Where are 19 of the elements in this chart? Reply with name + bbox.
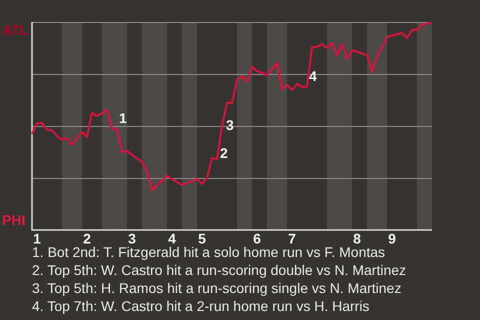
x-tick-label: 5	[198, 230, 206, 246]
text: PHI	[2, 212, 26, 228]
x-tick-label: 9	[388, 230, 396, 246]
x-tick-label: 1	[33, 230, 42, 246]
annotation: 3	[226, 117, 234, 133]
text: 2. Top 5th: W. Castro hit a run-scoring double vs N. Martinez	[32, 261, 406, 279]
x-tick-label: 6	[253, 230, 262, 246]
text: ATL	[2, 22, 28, 38]
text: 1. Bot 2nd: T. Fitzgerald hit a solo home run vs F. Montas	[32, 244, 386, 260]
x-tick-label: 8	[353, 230, 362, 246]
annotation: 1	[119, 110, 127, 126]
x-tick-label: 2	[83, 230, 92, 246]
x-tick-label: 7	[288, 230, 296, 246]
x-tick-label: 4	[168, 230, 176, 246]
text: 4. Top 7th: W. Castro hit a 2-run home run vs H. Harris	[32, 297, 370, 315]
annotation: 4	[309, 68, 317, 84]
annotation: 2	[220, 145, 228, 161]
x-tick-label: 3	[128, 230, 136, 246]
text: 3. Top 5th: H. Ramos hit a run-scoring single vs N. Martinez	[32, 279, 402, 297]
